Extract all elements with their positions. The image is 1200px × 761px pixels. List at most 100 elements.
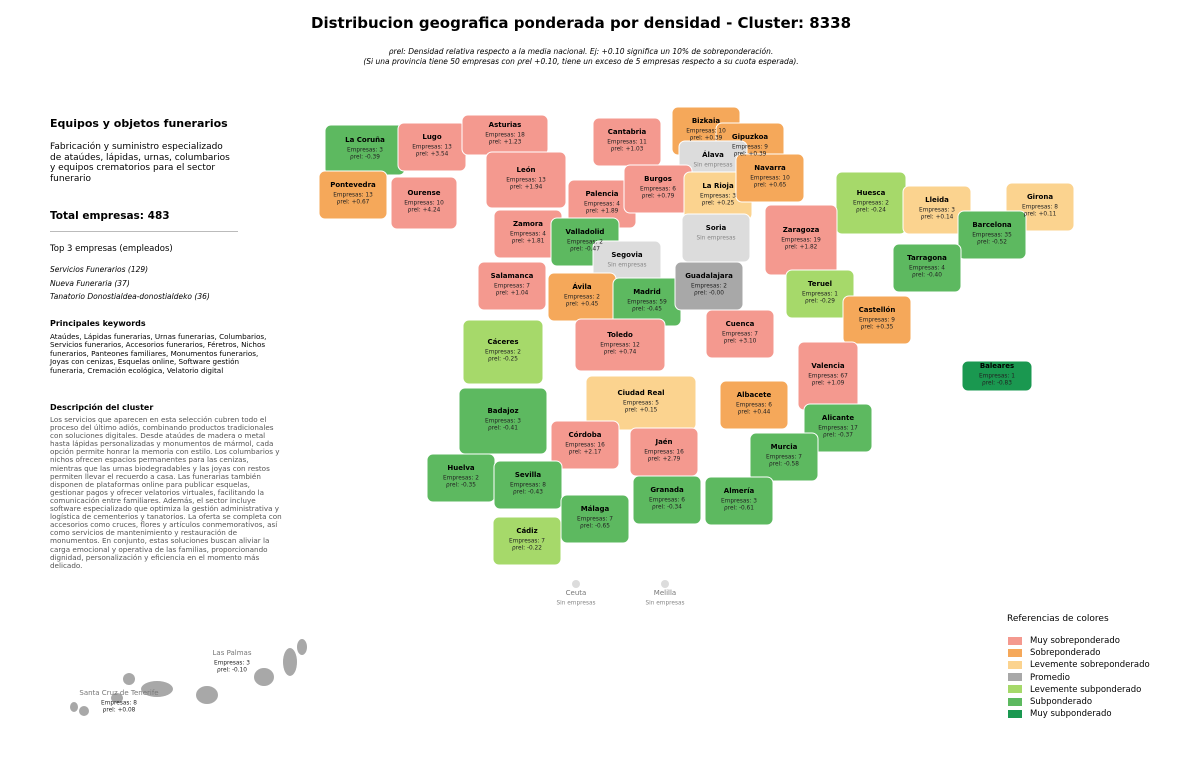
- title: Distribucion geografica ponderada por de…: [311, 14, 851, 32]
- province-rho: ρrel: +1.04: [496, 291, 529, 297]
- province-count: Empresas: 7: [766, 455, 802, 461]
- province-shape: [749, 432, 819, 482]
- island: [123, 673, 135, 685]
- province-shape: [492, 516, 562, 566]
- province-count: Empresas: 67: [808, 374, 848, 380]
- legend-label: Levemente sobreponderado: [1030, 660, 1150, 671]
- province-rho: ρrel: -0.00: [694, 291, 724, 297]
- province-shape: [719, 380, 789, 430]
- province-rho: ρrel: -0.35: [446, 483, 476, 489]
- island: [196, 686, 218, 704]
- province-name: Baleares: [980, 362, 1014, 370]
- province-rho: ρrel: -0.37: [823, 433, 853, 439]
- province-count: Sin empresas: [696, 236, 735, 242]
- province-rho: ρrel: -0.45: [632, 307, 662, 313]
- province-name: Ourense: [407, 189, 440, 197]
- province-name: Cáceres: [487, 338, 518, 346]
- island: [283, 648, 297, 676]
- province-count: Empresas: 4: [510, 232, 546, 238]
- legend-item: Promedio: [1008, 672, 1150, 684]
- legend-label: Levemente subponderado: [1030, 684, 1142, 695]
- province-rho: ρrel: +0.44: [738, 410, 771, 416]
- province-count: Empresas: 10: [750, 176, 790, 182]
- province-name: Ciudad Real: [618, 389, 665, 397]
- province-name: Lleida: [925, 196, 949, 204]
- province-name: Bizkaia: [692, 117, 721, 125]
- subtitle-line: (Si una provincia tiene 50 empresas con …: [363, 57, 799, 66]
- province-rho: ρrel: +0.15: [625, 408, 658, 414]
- legend-item: Levemente sobreponderado: [1008, 659, 1150, 671]
- province-rho: ρrel: -0.39: [350, 155, 380, 161]
- province-count: Empresas: 16: [644, 450, 684, 456]
- island: [70, 702, 78, 712]
- province-rho: ρrel: +0.14: [921, 215, 954, 221]
- sidebar-heading: Equipos y objetos funerarios: [50, 117, 228, 130]
- province-count: Empresas: 3: [214, 661, 250, 667]
- top-item: Servicios Funerarios (129): [50, 265, 149, 274]
- province-name: Tarragona: [907, 254, 947, 262]
- province-shape: [550, 420, 620, 470]
- province-shape: [785, 269, 855, 319]
- province-rho: ρrel: -0.24: [856, 208, 886, 214]
- legend: Muy sobreponderado Sobreponderado Levement…: [1008, 635, 1150, 720]
- island: [79, 706, 89, 716]
- province-count: Empresas: 2: [691, 284, 727, 290]
- province-count: Empresas: 7: [509, 539, 545, 545]
- province-shape: [661, 580, 669, 588]
- province-count: Empresas: 6: [640, 187, 676, 193]
- cluster-title: Descripción del cluster: [50, 403, 154, 412]
- province-count: Empresas: 2: [564, 295, 600, 301]
- province-rho: ρrel: +1.89: [586, 209, 619, 215]
- province-name: Córdoba: [569, 431, 602, 439]
- province-rho: ρrel: -0.40: [912, 273, 942, 279]
- province-count: Empresas: 9: [859, 318, 895, 324]
- province-count: Empresas: 7: [494, 284, 530, 290]
- legend-swatch: [1008, 660, 1022, 669]
- province-shape: [704, 476, 774, 526]
- province-rho: ρrel: +4.24: [408, 208, 441, 214]
- province-count: Empresas: 6: [736, 403, 772, 409]
- province-count: Empresas: 8: [510, 483, 546, 489]
- legend-swatch: [1008, 709, 1022, 718]
- province-name: Albacete: [737, 391, 772, 399]
- province-count: Empresas: 1: [979, 374, 1015, 380]
- province-shape: [572, 580, 580, 588]
- province-name: Granada: [650, 486, 684, 494]
- province-shape: [462, 319, 544, 385]
- province-count: Empresas: 8: [101, 701, 137, 707]
- province-count: Sin empresas: [645, 601, 684, 607]
- provinces: [70, 106, 1075, 716]
- province-name: La Rioja: [702, 182, 734, 190]
- legend-swatch: [1008, 636, 1022, 645]
- province-count: Empresas: 17: [818, 426, 858, 432]
- province-shape: [493, 460, 563, 510]
- province-count: Empresas: 1: [802, 292, 838, 298]
- province-count: Empresas: 13: [506, 178, 546, 184]
- province-name: Zamora: [513, 220, 543, 228]
- legend-label: Muy sobreponderado: [1030, 636, 1120, 646]
- province-rho: ρrel: -0.83: [982, 381, 1012, 387]
- province-name: Barcelona: [972, 221, 1012, 229]
- province-name: Valladolid: [566, 228, 605, 236]
- island: [297, 639, 307, 655]
- province-name: Jaén: [654, 438, 672, 446]
- province-rho: ρrel: +0.39: [734, 152, 767, 158]
- province-rho: ρrel: +1.09: [812, 381, 845, 387]
- province-count: Sin empresas: [556, 601, 595, 607]
- province-count: Empresas: 11: [607, 140, 647, 146]
- province-rho: ρrel: +3.10: [724, 339, 757, 345]
- province-name: Pontevedra: [330, 181, 376, 189]
- province-rho: ρrel: -0.34: [652, 505, 682, 511]
- legend-label: Muy subponderado: [1030, 709, 1112, 720]
- province-count: Empresas: 3: [919, 208, 955, 214]
- province-rho: ρrel: +1.82: [785, 245, 818, 251]
- province-name: Melilla: [654, 589, 676, 597]
- province-shape: [485, 151, 567, 209]
- province-count: Empresas: 5: [623, 401, 659, 407]
- province-count: Empresas: 18: [485, 133, 525, 139]
- province-name: Toledo: [607, 331, 633, 339]
- province-count: Empresas: 13: [412, 145, 452, 151]
- province-rho: ρrel: +0.11: [1024, 212, 1057, 218]
- legend-item: Levemente subponderado: [1008, 684, 1150, 696]
